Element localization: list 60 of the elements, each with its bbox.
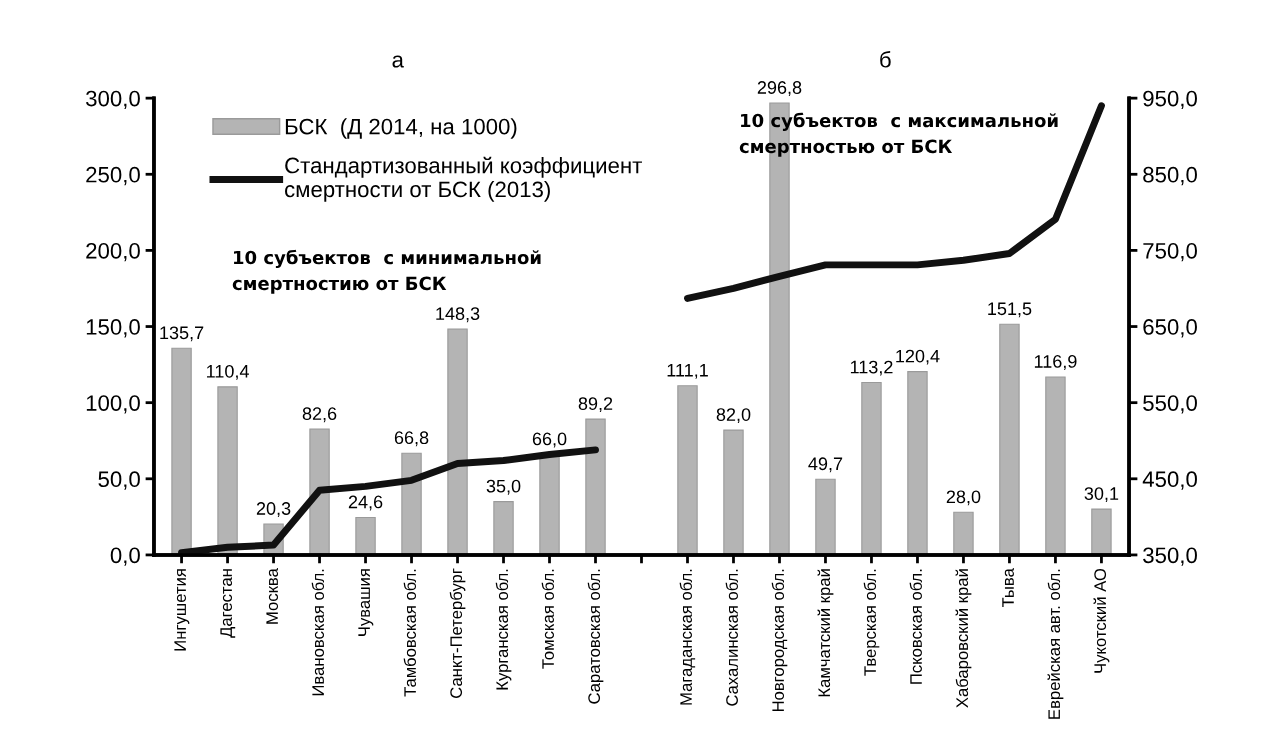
y-tick-label: 50,0 [98,471,140,490]
y2-tick-label: 650,0 [1143,319,1197,338]
x-tick-label: Чувашия [358,569,374,636]
data-label: 151,5 [988,302,1032,318]
data-label: 35,0 [486,479,521,495]
y2-tick-label: 750,0 [1143,242,1197,262]
data-label: 28,0 [946,490,981,506]
y2-tick-label: 550,0 [1143,395,1197,414]
data-label: 82,6 [302,407,337,423]
annotation: 10 субъектов с максимальной смертностью от БСК [739,112,1058,157]
data-label: 82,0 [716,408,751,424]
x-tick-label: Тамбовская обл. [403,569,416,697]
x-tick-label: Ивановская обл. [311,569,325,696]
y-tick-label: 100,0 [86,395,140,414]
y2-tick-label: 850,0 [1143,166,1197,186]
data-label: 296,8 [757,81,802,97]
text: а [392,55,404,68]
x-tick-label: Хабаровский край [955,569,972,708]
x-tick-label: Магаданская обл. [679,569,696,705]
x-tick-label: Чукотский АО [1093,568,1110,673]
data-label: 116,9 [1034,355,1077,370]
data-label: 89,2 [578,397,613,413]
data-label: 20,3 [256,502,291,518]
x-tick-label: Ингушетия [174,569,190,651]
x-tick-label: Санкт-Петербург [449,568,466,698]
data-label: 110,4 [207,364,249,380]
x-tick-label: Москва [266,568,279,624]
data-label: 111,1 [667,364,708,379]
x-tick-label: Новгородская обл. [771,569,788,712]
data-label: 49,7 [808,457,843,473]
data-label: 148,3 [436,307,480,323]
y-tick-label: 300,0 [86,90,140,110]
data-label: 120,4 [896,349,940,365]
y2-tick-label: 450,0 [1142,471,1197,490]
data-label: 66,8 [394,431,429,447]
x-tick-label: Камчатский край [817,569,834,697]
y-tick-label: 250,0 [86,166,140,186]
legend-label: Стандартизованный коэффициент смертности от БСК (2013) [285,156,642,202]
x-tick-label: Саратовская обл. [587,569,604,704]
x-tick-label: Томская обл. [541,569,554,669]
text: б [880,51,891,68]
data-label: 30,1 [1084,487,1119,503]
y-tick-label: 200,0 [86,242,140,262]
x-tick-label: Курганская обл. [495,569,512,690]
legend-label: БСК (Д 2014, на 1000) [285,118,517,139]
x-tick-label: Псковская обл. [909,569,922,684]
x-tick-label: Еврейская авт. обл. [1047,569,1064,719]
y-tick-label: 150,0 [86,319,140,338]
x-tick-label: Сахалинская обл. [725,569,738,706]
y2-tick-label: 350,0 [1143,547,1197,566]
annotation: 10 субъектов с минимальной смертностию от БСК [232,249,541,294]
y-tick-label: 0,0 [110,547,140,566]
data-label: 24,6 [348,495,383,511]
x-tick-label: Тыва [1002,568,1014,608]
x-tick-label: Дагестан [220,569,236,638]
y2-tick-label: 950,0 [1143,90,1197,110]
data-label: 113,2 [850,360,893,376]
x-tick-label: Тверская обл. [863,569,880,676]
data-label: 135,7 [160,326,204,342]
data-label: 66,0 [532,432,567,448]
